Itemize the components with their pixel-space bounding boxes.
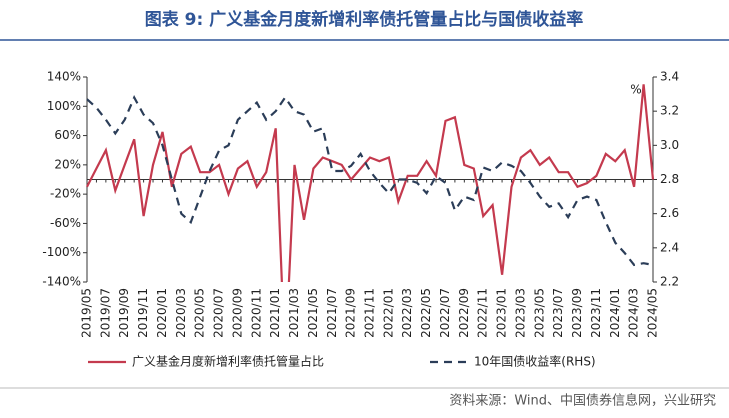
- y2-tick-label: 2.8: [660, 172, 679, 186]
- x-tick-label: 2020/07: [212, 288, 226, 338]
- x-tick-label: 2023/03: [513, 288, 527, 338]
- y-tick-label: -100%: [42, 245, 81, 259]
- x-tick-label: 2024/05: [646, 288, 660, 338]
- x-tick-label: 2021/09: [344, 288, 358, 338]
- x-tick-label: 2020/05: [193, 288, 207, 338]
- x-tick-label: 2022/01: [381, 288, 395, 338]
- x-tick-label: 2023/07: [551, 288, 565, 338]
- x-tick-label: 2021/01: [268, 288, 282, 338]
- x-tick-label: 2021/03: [287, 288, 301, 338]
- x-tick-label: 2023/05: [532, 288, 546, 338]
- x-tick-label: 2022/11: [476, 288, 490, 338]
- y2-tick-label: 3.0: [660, 138, 679, 152]
- x-tick-label: 2021/11: [363, 288, 377, 338]
- y-tick-label: 20%: [54, 157, 81, 171]
- x-tick-label: 2022/07: [438, 288, 452, 338]
- x-tick-label: 2019/07: [98, 288, 112, 338]
- y2-tick-label: 2.6: [660, 206, 679, 220]
- legend-label: 广义基金月度新增利率债托管量占比: [132, 354, 324, 369]
- y-tick-label: -140%: [42, 275, 81, 289]
- x-tick-label: 2021/05: [306, 288, 320, 338]
- x-tick-label: 2024/03: [627, 288, 641, 338]
- chart-title: 图表 9: 广义基金月度新增利率债托管量占比与国债收益率: [145, 9, 583, 30]
- annotation: %: [630, 83, 641, 97]
- x-tick-label: 2024/01: [608, 288, 622, 338]
- y2-tick-label: 2.2: [660, 275, 679, 289]
- series-line: [86, 84, 655, 282]
- x-tick-label: 2023/09: [570, 288, 584, 338]
- x-tick-label: 2023/01: [495, 288, 509, 338]
- series-line: [86, 94, 654, 267]
- x-tick-label: 2022/03: [400, 288, 414, 338]
- y2-tick-label: 3.4: [660, 70, 679, 84]
- legend-label: 10年国债收益率(RHS): [474, 354, 596, 369]
- y-tick-label: 100%: [47, 99, 81, 113]
- plot-area: [86, 84, 655, 282]
- y-tick-label: -60%: [50, 216, 81, 230]
- x-tick-label: 2019/09: [117, 288, 131, 338]
- x-tick-label: 2019/11: [136, 288, 150, 338]
- x-tick-label: 2020/03: [174, 288, 188, 338]
- x-tick-label: 2020/09: [230, 288, 244, 338]
- y-tick-label: 60%: [54, 128, 81, 142]
- x-tick-label: 2023/11: [589, 288, 603, 338]
- y2-tick-label: 3.2: [660, 104, 679, 118]
- x-tick-label: 2020/11: [249, 288, 263, 338]
- y-tick-label: -20%: [50, 187, 81, 201]
- x-tick-label: 2021/07: [325, 288, 339, 338]
- x-tick-label: 2022/05: [419, 288, 433, 338]
- y2-tick-label: 2.4: [660, 240, 679, 254]
- x-tick-label: 2020/01: [155, 288, 169, 338]
- source: 资料来源：Wind、中国债券信息网，兴业研究: [449, 393, 716, 409]
- x-tick-label: 2019/05: [80, 288, 94, 338]
- y-tick-label: 140%: [47, 70, 81, 84]
- x-tick-label: 2022/09: [457, 288, 471, 338]
